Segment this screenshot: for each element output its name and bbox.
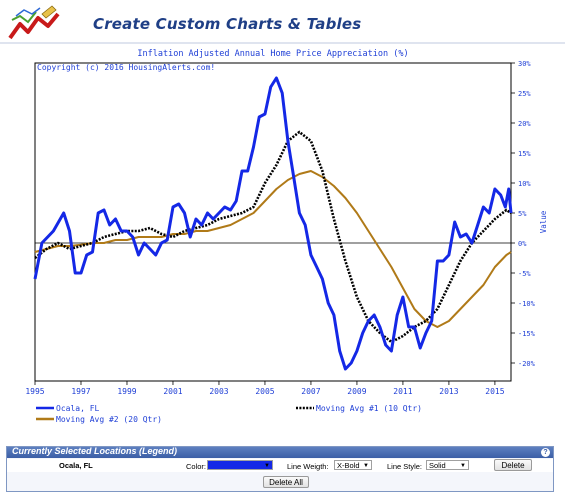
y-tick-label: 0% — [518, 240, 527, 248]
help-icon[interactable]: ? — [541, 448, 550, 457]
x-tick-label: 1999 — [117, 387, 136, 396]
y-tick-label: -5% — [518, 270, 531, 278]
price-appreciation-chart: Inflation Adjusted Annual Home Price App… — [25, 49, 548, 424]
line-weight-label: Line Weigth: — [287, 462, 329, 471]
color-label: Color: — [186, 462, 207, 471]
line-weight-value: X-Bold — [337, 461, 360, 470]
plot-border — [34, 62, 512, 382]
page-title: Create Custom Charts & Tables — [93, 15, 362, 33]
y-tick-label: -15% — [518, 330, 536, 338]
y-tick-label: 25% — [518, 90, 531, 98]
location-name: Ocala, FL — [59, 461, 93, 470]
legend-series-label: Ocala, FL — [56, 404, 100, 413]
y-tick-label: 30% — [518, 60, 531, 68]
color-select[interactable]: ■ ▼ — [207, 460, 273, 470]
x-tick-label: 2005 — [255, 387, 274, 396]
x-tick-label: 1997 — [71, 387, 90, 396]
line-style-value: Solid — [429, 461, 446, 470]
chevron-down-icon: ▼ — [264, 463, 270, 469]
y-tick-label: -10% — [518, 300, 536, 308]
app-header: Create Custom Charts & Tables — [0, 0, 575, 46]
x-tick-label: 2001 — [163, 387, 182, 396]
series-moving-avg-1-line — [34, 130, 512, 344]
x-tick-label: 2011 — [393, 387, 412, 396]
chevron-down-icon: ▼ — [363, 463, 369, 469]
chevron-down-icon: ▼ — [460, 463, 466, 469]
chart-copyright: Copyright (c) 2016 HousingAlerts.com! — [37, 63, 215, 72]
chart-title: Inflation Adjusted Annual Home Price App… — [137, 49, 408, 59]
legend-header-title: Currently Selected Locations (Legend) — [12, 446, 178, 456]
chart-logo-icon — [6, 5, 68, 42]
legend-panel: Currently Selected Locations (Legend) ? … — [6, 446, 554, 492]
line-style-select[interactable]: Solid ▼ — [426, 460, 469, 470]
y-tick-label: 10% — [518, 180, 531, 188]
y-axis-label: Value — [539, 210, 548, 233]
series-moving-avg-2-line — [34, 170, 512, 328]
legend-header: Currently Selected Locations (Legend) ? — [7, 446, 553, 458]
header-divider — [0, 42, 565, 44]
y-tick-label: 20% — [518, 120, 531, 128]
x-tick-label: 2007 — [301, 387, 320, 396]
y-tick-label: 15% — [518, 150, 531, 158]
delete-all-button[interactable]: Delete All — [263, 476, 309, 488]
x-tick-label: 2013 — [439, 387, 458, 396]
legend-row: Ocala, FL Color: ■ ▼ Line Weigth: X-Bold ▼… — [7, 459, 553, 472]
y-tick-label: -20% — [518, 360, 536, 368]
line-weight-select[interactable]: X-Bold ▼ — [334, 460, 372, 470]
x-tick-label: 2003 — [209, 387, 228, 396]
x-tick-label: 1995 — [25, 387, 44, 396]
x-tick-label: 2015 — [485, 387, 504, 396]
legend-series-label: Moving Avg #2 (20 Qtr) — [56, 415, 162, 424]
delete-button[interactable]: Delete — [494, 459, 532, 471]
series-ocala-line — [33, 76, 513, 371]
x-tick-label: 2009 — [347, 387, 366, 396]
chart-area: Inflation Adjusted Annual Home Price App… — [0, 46, 575, 436]
y-tick-label: 5% — [518, 210, 527, 218]
line-style-label: Line Style: — [387, 462, 423, 471]
legend-series-label: Moving Avg #1 (10 Qtr) — [316, 404, 422, 413]
